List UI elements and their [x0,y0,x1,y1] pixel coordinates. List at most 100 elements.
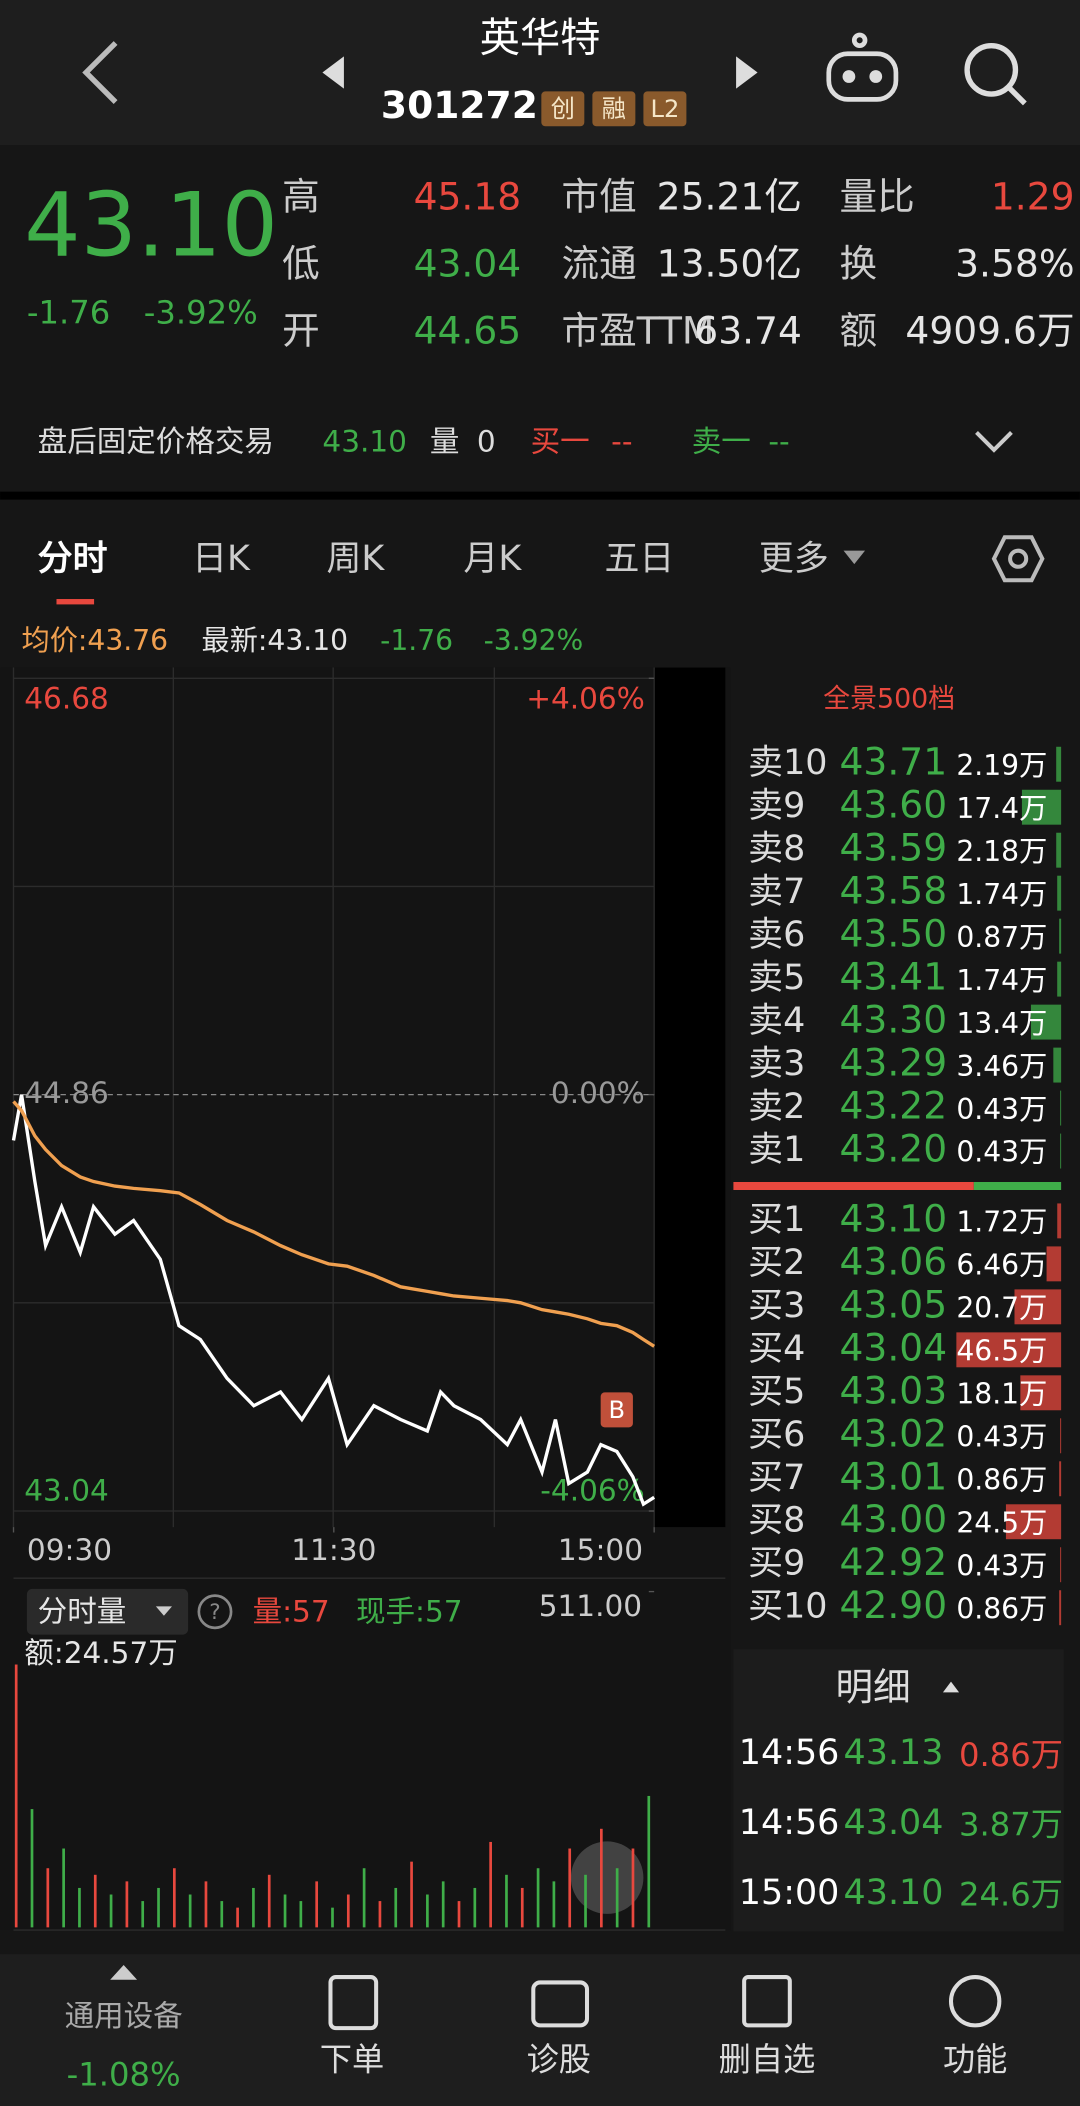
volume-bar [362,1868,366,1928]
volume-bar [520,1887,524,1928]
depth-bar [1059,918,1062,954]
volume-bar [568,1848,572,1928]
volume-bar [283,1894,287,1928]
level-price: 43.05 [840,1282,948,1326]
trade-marker [600,1392,633,1428]
settings-icon[interactable] [991,535,1045,583]
detail-volume: 24.6万 [959,1875,1063,1913]
level-label: 卖7 [748,872,805,912]
tab[interactable]: 更多 [759,539,829,579]
level-volume: 6.46万 [956,1249,1047,1282]
volume-bar [236,1907,239,1928]
tabs-bg [0,496,1080,618]
level-volume: 0.43万 [956,1136,1047,1169]
level-label: 买4 [748,1329,805,1369]
level-volume: 0.86万 [956,1592,1047,1625]
stat-value: 3.58% [955,241,1074,285]
tab[interactable]: 日K [192,539,251,579]
after-hours-bid-value: -- [611,425,632,459]
level-label: 买1 [748,1200,805,1240]
help-icon[interactable] [197,1594,233,1630]
level-volume: 2.18万 [956,835,1047,868]
volume-bar [584,1874,587,1928]
nav-item[interactable]: 删自选 [719,2041,816,2079]
prev-stock[interactable] [322,56,344,89]
volume-bar [46,1868,50,1928]
volume-bar [109,1894,113,1928]
stat-label: 市值 [561,174,636,218]
level-price: 43.60 [840,783,948,827]
nav-item[interactable]: 功能 [943,2041,1007,2079]
fullscreen-button[interactable] [570,1841,644,1914]
stat-label: 市盈TTM [561,309,714,353]
depth-bar [1057,875,1062,911]
level-label: 卖1 [748,1130,805,1170]
badge-bg [541,91,585,127]
volume-bar [473,1887,477,1928]
depth-bar [1060,1090,1062,1126]
stat-value: 45.18 [414,174,522,218]
nav-sector-change: -1.08% [67,2055,181,2093]
y-tick-label: 46.68 [24,681,109,715]
volume-amount: 额:24.57万 [24,1636,178,1670]
level-volume: 1.74万 [956,878,1047,911]
nav-sector[interactable]: 通用设备 [65,1999,183,2033]
volume-bar [267,1874,271,1928]
after-hours-volume-label: 量 [430,425,460,459]
next-stock[interactable] [736,56,758,89]
stat-label: 开 [282,309,320,353]
expand-chevron[interactable] [975,431,1013,453]
level-price: 42.90 [840,1583,948,1627]
tab[interactable]: 分时 [38,539,108,579]
y2-tick-label: -4.06% [540,1474,644,1508]
volume-bar [647,1795,651,1928]
level-price: 42.92 [840,1540,948,1584]
level-price: 43.59 [840,826,948,870]
y2-tick-label: +4.06% [526,681,645,715]
stat-value: 43.04 [414,241,522,285]
depth-bar [1059,1461,1062,1497]
nav-item[interactable]: 诊股 [527,2041,591,2079]
volume-bar [631,1848,635,1928]
level-label: 买5 [748,1372,805,1412]
stat-value: 1.29 [991,174,1075,218]
x-tick-label: 11:30 [291,1533,376,1567]
level-label: 卖8 [748,829,805,869]
volume-bar [125,1881,129,1928]
robot-icon[interactable] [826,32,899,102]
stat-label: 额 [840,309,878,353]
level-volume: 24.5万 [956,1506,1047,1539]
nav-item[interactable]: 下单 [320,2041,384,2079]
stat-value: 25.21亿 [657,174,802,218]
badge-bg [643,91,687,127]
stat-label: 量比 [840,174,915,218]
level-volume: 20.7万 [956,1292,1047,1325]
level-label: 买7 [748,1458,805,1498]
trade-marker-label: B [609,1396,626,1424]
volume-selector[interactable] [26,1588,189,1635]
volume-bar [62,1848,65,1928]
stat-label: 流通 [561,241,636,285]
volume-bar [615,1868,619,1928]
volume-bar [394,1887,398,1928]
search-icon[interactable] [964,42,1027,106]
volume-hand: 现手:57 [356,1595,463,1629]
tab[interactable]: 周K [326,539,385,579]
level-volume: 2.19万 [956,749,1047,782]
stat-value: 4909.6万 [905,309,1074,353]
volume-bar [331,1907,334,1928]
stat-value: 13.50亿 [657,241,802,285]
level-volume: 18.1万 [956,1377,1047,1410]
level-volume: 0.86万 [956,1463,1047,1496]
help-glyph: ? [209,1600,220,1625]
tab-indicator [56,599,95,605]
level-price: 43.41 [840,955,948,999]
back-button[interactable] [82,41,118,104]
level-price: 43.20 [840,1127,948,1171]
level-label: 卖10 [748,743,827,783]
tab[interactable]: 月K [463,539,522,579]
badge: L2 [650,95,679,123]
volume-bar [378,1901,382,1928]
tab[interactable]: 五日 [604,539,674,579]
